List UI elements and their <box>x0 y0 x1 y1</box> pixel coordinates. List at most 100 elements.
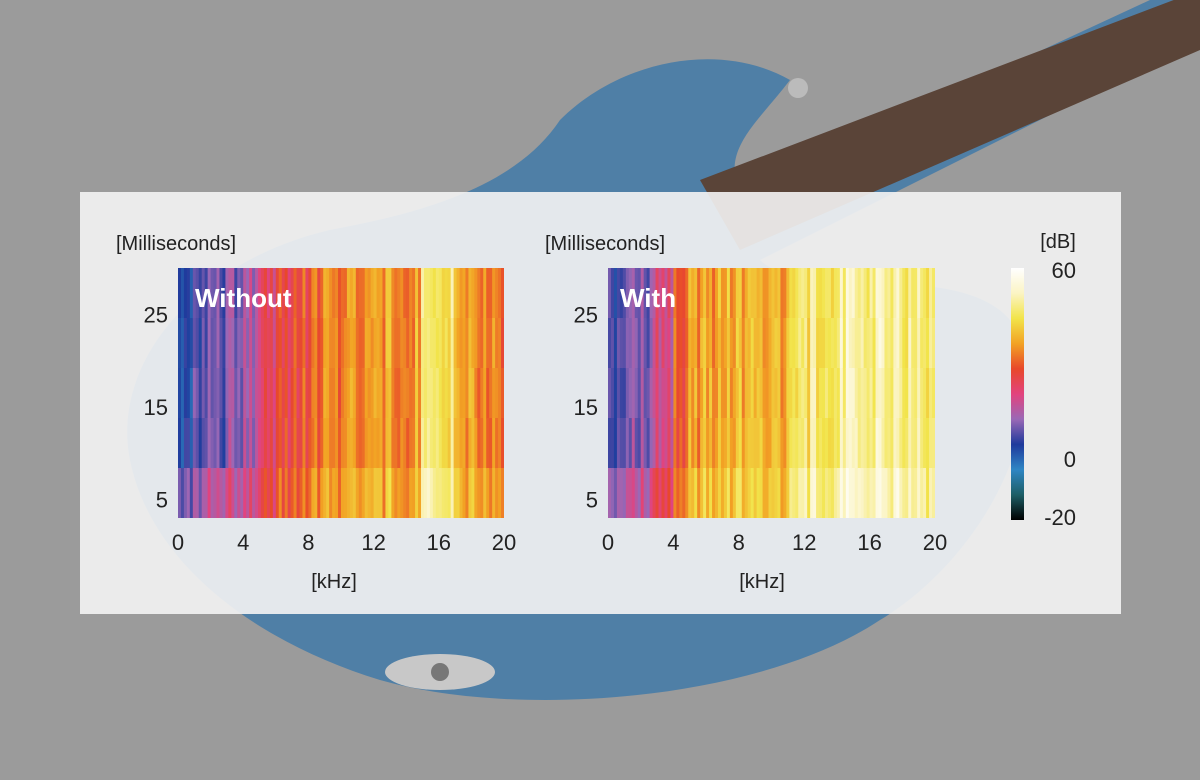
heatmap-cell <box>302 268 307 319</box>
heatmap-cell <box>192 468 197 518</box>
heatmap-cell <box>352 368 357 419</box>
heatmap-cell <box>343 468 348 518</box>
heatmap-cell <box>807 468 811 518</box>
heatmap-cell <box>195 418 200 469</box>
heatmap-cell <box>462 268 467 319</box>
heatmap-cell <box>810 418 814 469</box>
heatmap-cell <box>376 318 381 369</box>
heatmap-cell <box>715 418 719 469</box>
heatmap-cell <box>926 418 930 469</box>
heatmap-cell <box>798 418 802 469</box>
heatmap-cell <box>382 418 387 469</box>
heatmap-cell <box>726 368 731 419</box>
heatmap-cell <box>415 418 419 469</box>
heatmap-cell <box>610 368 615 419</box>
heatmap-cell <box>246 318 250 369</box>
heatmap-cell <box>801 418 805 469</box>
heatmap-cell <box>709 468 713 518</box>
heatmap-cell <box>260 368 265 419</box>
heatmap-cell <box>869 318 874 369</box>
heatmap-cell <box>361 318 366 369</box>
heatmap-cell <box>902 418 906 469</box>
heatmap-cell <box>673 468 677 518</box>
heatmap-cell <box>655 468 660 518</box>
heatmap-cell <box>688 268 692 319</box>
heatmap-cell <box>501 268 504 319</box>
heatmap-cell <box>450 268 455 319</box>
heatmap-cell <box>222 268 227 319</box>
heatmap-cell <box>762 418 767 469</box>
heatmap-cell <box>332 468 336 518</box>
heatmap-cell <box>453 468 458 518</box>
heatmap-cell <box>917 318 921 369</box>
heatmap-cell <box>833 368 838 419</box>
heatmap-cell <box>881 368 886 419</box>
heatmap-cell <box>735 468 740 518</box>
heatmap-cell <box>225 318 229 369</box>
heatmap-cell <box>848 268 853 319</box>
heatmap-cell <box>406 368 410 419</box>
heatmap-cell <box>240 268 244 319</box>
heatmap-cell <box>415 368 419 419</box>
heatmap-cell <box>210 468 215 518</box>
heatmap-cell <box>201 318 206 369</box>
x-tick-label: 0 <box>172 530 184 555</box>
strap-button <box>788 78 808 98</box>
heatmap-cell <box>462 418 467 469</box>
heatmap-cell <box>822 468 826 518</box>
heatmap-cell <box>480 468 484 518</box>
heatmap-cell <box>409 318 413 369</box>
heatmap-cell <box>771 268 776 319</box>
heatmap-cell <box>379 418 384 469</box>
heatmap-cell <box>317 468 321 518</box>
heatmap-cell <box>741 468 746 518</box>
heatmap-cell <box>498 368 502 419</box>
heatmap-cell <box>851 418 856 469</box>
heatmap-cell <box>204 268 209 319</box>
heatmap-cell <box>700 368 704 419</box>
heatmap-cell <box>376 418 381 469</box>
heatmap-cell <box>765 368 770 419</box>
heatmap-cell <box>881 418 886 469</box>
heatmap-cell <box>813 268 817 319</box>
heatmap-cell <box>299 318 304 369</box>
heatmap-cell <box>774 268 779 319</box>
heatmap-cell <box>195 468 200 518</box>
heatmap-cell <box>759 468 764 518</box>
heatmap-cell <box>228 418 232 469</box>
heatmap-cell <box>296 468 301 518</box>
heatmap-cell <box>887 318 892 369</box>
heatmap-cell <box>361 268 366 319</box>
heatmap-cell <box>676 468 680 518</box>
heatmap-cell <box>305 268 309 319</box>
heatmap-cell <box>474 318 478 369</box>
heatmap-cell <box>825 468 829 518</box>
heatmap-cell <box>447 318 452 369</box>
heatmap-cell <box>652 468 657 518</box>
heatmap-cell <box>394 368 398 419</box>
heatmap-cell <box>780 368 784 419</box>
heatmap-cell <box>682 368 686 419</box>
heatmap-cell <box>406 268 410 319</box>
heatmap-cell <box>370 418 375 469</box>
heatmap-cell <box>335 468 339 518</box>
heatmap-cell <box>432 268 437 319</box>
heatmap-cell <box>756 368 761 419</box>
heatmap-cell <box>412 468 416 518</box>
heatmap-cell <box>744 468 749 518</box>
heatmap-cell <box>640 418 645 469</box>
heatmap-cell <box>243 318 247 369</box>
heatmap-cell <box>709 318 713 369</box>
heatmap-cell <box>872 318 877 369</box>
heatmap-cell <box>423 418 428 469</box>
heatmap-cell <box>658 268 663 319</box>
colorbar-unit: [dB] <box>1040 231 1076 253</box>
heatmap-cell <box>332 368 336 419</box>
heatmap-cell <box>444 268 449 319</box>
heatmap-cell <box>447 468 452 518</box>
heatmap-cell <box>700 418 704 469</box>
heatmap-cell <box>842 468 847 518</box>
heatmap-cell <box>819 468 823 518</box>
heatmap-cell <box>290 268 295 319</box>
heatmap-cell <box>260 318 265 369</box>
